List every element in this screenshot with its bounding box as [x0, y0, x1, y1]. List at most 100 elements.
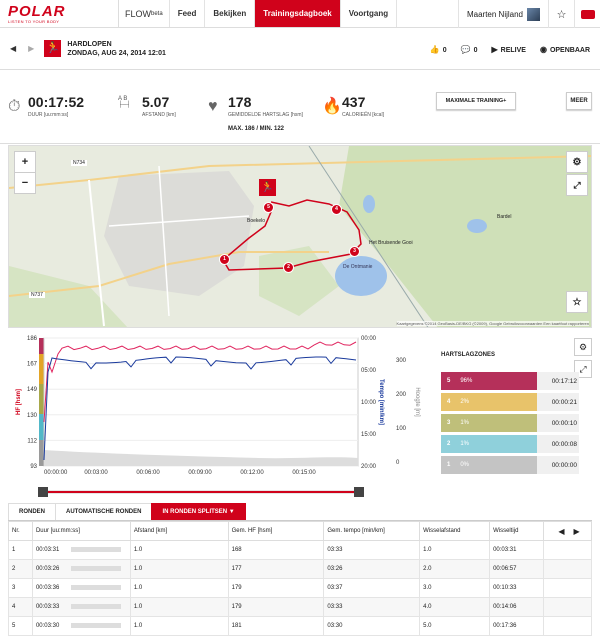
table-row[interactable]: 5 00:03:30 1.0 181 03:30 5.0 00:17:36 [8, 616, 592, 636]
tab-in-ronden-splitsen[interactable]: IN RONDEN SPLITSEN ▼ [151, 503, 246, 520]
col-header[interactable]: Afstand [km] [129, 521, 229, 541]
table-row[interactable]: 4 00:03:33 1.0 179 03:33 4.0 00:14:06 [8, 597, 592, 617]
table-cell: 5.0 [419, 616, 491, 636]
table-cell [543, 559, 592, 579]
x-tick-label: 00:12:00 [240, 470, 264, 476]
col-header[interactable]: Wisseltijd [489, 521, 544, 541]
app-badge: beta [151, 10, 163, 17]
avatar [527, 7, 540, 21]
nav-trainingsdagboek[interactable]: Trainingsdagboek [254, 0, 340, 27]
table-cell: 00:17:36 [489, 616, 544, 636]
map-place-label: De Ontmanie [343, 264, 373, 270]
cell-value: 1.0 [133, 604, 143, 610]
cell-value: 00:03:31 [493, 547, 517, 553]
next-columns-icon[interactable]: ▶ [573, 526, 580, 536]
calories-label: CALORIEËN [kcal] [342, 112, 384, 118]
hr-zone-band [39, 338, 44, 354]
stat-calories: 437 CALORIEËN [kcal] [342, 94, 384, 118]
duration-value: 00:17:52 [28, 94, 85, 110]
map-fullscreen-icon[interactable]: ⤢ [566, 174, 588, 196]
col-header[interactable]: Duur [uu:mm:ss] [31, 521, 131, 541]
running-icon: 🏃 [44, 40, 62, 57]
route-marker-4[interactable]: 4 [331, 204, 342, 215]
hr-zone-band [39, 384, 44, 414]
route-marker-2[interactable]: 2 [283, 262, 294, 273]
map-settings-gear-icon[interactable]: ⚙ [566, 151, 588, 173]
zone-row-2[interactable]: 2 1% 00:00:08 [441, 435, 579, 453]
tab-automatische-ronden[interactable]: AUTOMATISCHE RONDEN [55, 503, 153, 520]
nav-bekijken[interactable]: Bekijken [204, 0, 254, 27]
table-cell: 03:26 [323, 559, 421, 579]
zone-number: 4 [447, 399, 451, 405]
route-marker-1[interactable]: 1 [219, 254, 230, 265]
favorites-star-icon[interactable]: ☆ [548, 0, 574, 28]
user-menu[interactable]: Maarten Nijland [457, 0, 548, 28]
top-nav-bar: POLAR LISTEN TO YOUR BODY FLOW beta Feed … [0, 0, 600, 28]
range-slider-left-handle[interactable] [38, 487, 48, 497]
heart-rate-zones-title: HARTSLAGZONES [441, 352, 495, 358]
session-bar: ◀ ▶ 🏃 HARDLOPEN ZONDAG, AUG 24, 2014 12:… [0, 28, 600, 70]
hr-tick-label: 149 [27, 387, 38, 393]
previous-session-icon[interactable]: ◀ [10, 44, 17, 53]
nav-voortgang[interactable]: Voortgang [339, 0, 398, 27]
x-tick-label: 00:09:00 [188, 470, 212, 476]
polar-logo[interactable]: POLAR LISTEN TO YOUR BODY [0, 0, 118, 27]
table-cell: 00:03:26 [31, 559, 131, 579]
col-header[interactable]: Nr. [8, 521, 33, 541]
zone-row-4[interactable]: 4 2% 00:00:21 [441, 393, 579, 411]
altitude-axis-label: Hoogte [m] [414, 387, 420, 417]
zoom-out-button[interactable]: − [14, 172, 36, 194]
tempo-tick-label: 15:00 [361, 432, 377, 438]
route-marker-5[interactable]: 5 [263, 202, 274, 213]
tempo-tick-label: 20:00 [361, 464, 377, 470]
next-session-icon[interactable]: ▶ [28, 44, 35, 53]
nav-feed[interactable]: Feed [168, 0, 205, 27]
prev-columns-icon[interactable]: ◀ [558, 526, 565, 536]
range-slider-right-handle[interactable] [354, 487, 364, 497]
table-cell: 03:30 [323, 616, 421, 636]
zone-row-3[interactable]: 3 1% 00:00:10 [441, 414, 579, 432]
zone-row-1[interactable]: 1 0% 00:00:00 [441, 456, 579, 474]
cell-value: 4.0 [423, 604, 432, 610]
stopwatch-icon: ⏱ [8, 98, 21, 115]
zoom-in-button[interactable]: + [14, 151, 36, 173]
chart-settings-gear-icon[interactable]: ⚙ [574, 338, 592, 356]
comments-button[interactable]: 💬 0 [461, 45, 478, 54]
tempo-axis-label: Tempo [min/km] [378, 379, 384, 425]
table-cell: 03:37 [323, 578, 421, 598]
col-header[interactable]: Gem. tempo [min/km] [323, 521, 421, 541]
cell-value: 1 [12, 547, 16, 553]
duration-bar [71, 546, 122, 552]
more-button[interactable]: MEER [566, 92, 592, 110]
messages-icon[interactable] [574, 0, 600, 28]
route-map[interactable]: N734 N737 Boekelo Het Bruisende Gooi De … [8, 145, 592, 328]
tab-ronden[interactable]: RONDEN [8, 503, 57, 520]
zone-percent: 1% [460, 420, 470, 426]
col-header[interactable]: Gem. HF [hsm] [227, 521, 325, 541]
table-cell: 2 [8, 559, 33, 579]
hr-tick-label: 130 [27, 413, 38, 419]
table-cell: 00:10:33 [489, 578, 544, 598]
col-header[interactable]: Wisselafstand [419, 521, 491, 541]
distance-ab-icon: A B ├─┤ [118, 96, 131, 108]
cell-value: 1.0 [133, 585, 143, 591]
table-header-row: Nr. Duur [uu:mm:ss] Afstand [km] Gem. HF… [8, 521, 592, 541]
table-cell: 181 [227, 616, 325, 636]
likes-button[interactable]: 👍 0 [430, 45, 447, 54]
map-favorite-star-icon[interactable]: ☆ [566, 291, 588, 313]
cell-value: 03:37 [327, 585, 343, 591]
public-button[interactable]: ◉ OPENBAAR [540, 45, 590, 54]
table-row[interactable]: 3 00:03:36 1.0 179 03:37 3.0 00:10:33 [8, 578, 592, 598]
tempo-tick-label: 00:00 [361, 336, 377, 342]
relive-button[interactable]: ▶ RELIVE [492, 45, 526, 54]
zone-time: 00:00:10 [537, 414, 579, 432]
route-marker-3[interactable]: 3 [349, 246, 360, 257]
table-cell: 1.0 [129, 540, 229, 560]
table-row[interactable]: 1 00:03:31 1.0 168 03:33 1.0 00:03:31 [8, 540, 592, 560]
comment-icon: 💬 [460, 44, 471, 54]
max-training-button[interactable]: MAXIMALE TRAINING+ [436, 92, 516, 110]
start-marker[interactable]: 🏃 [259, 179, 276, 196]
zone-row-5[interactable]: 5 96% 00:17:12 [441, 372, 579, 390]
table-row[interactable]: 2 00:03:26 1.0 177 03:26 2.0 00:06:57 [8, 559, 592, 579]
